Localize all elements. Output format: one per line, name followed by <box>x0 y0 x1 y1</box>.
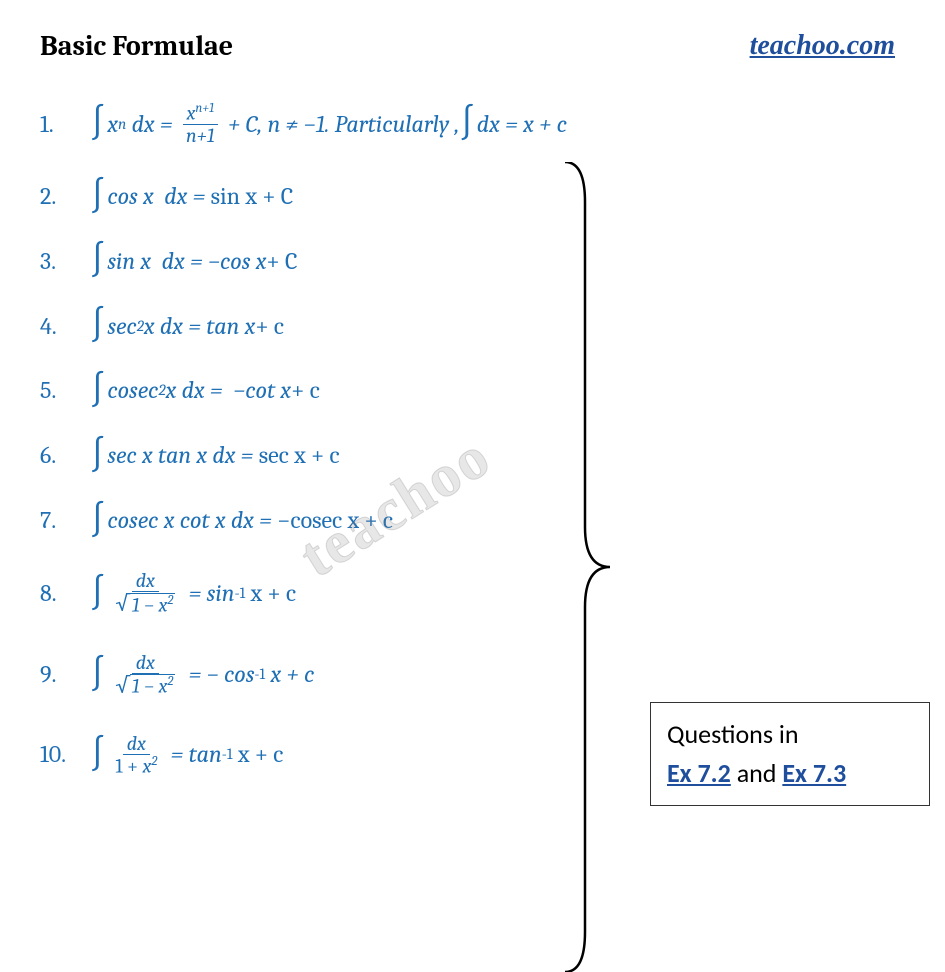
formula-number: 3. <box>40 247 90 275</box>
formula-2: 2. ∫ cos x dx = sin x + C <box>40 182 905 211</box>
formula-body: ∫ sec2 x dx = tan x + c <box>90 311 284 340</box>
formula-number: 7. <box>40 506 90 534</box>
callout-text: Questions in <box>667 718 799 750</box>
formula-body: ∫ sin x dx = −cos x + C <box>90 246 297 275</box>
formula-body: ∫ sec x tan x dx = sec x + c <box>90 441 340 470</box>
formula-body: ∫ cosec2 x dx = −cot x + c <box>90 376 320 405</box>
formula-list: 1. ∫ xn dx = xn+1n+1 + C, n ≠ −1. Partic… <box>40 102 905 776</box>
formula-body: ∫ dx √1 − x2 = − cos-1 x + c <box>90 652 314 697</box>
formula-number: 8. <box>40 579 90 607</box>
formula-4: 4. ∫ sec2 x dx = tan x + c <box>40 311 905 340</box>
header: Basic Formulae teachoo.com <box>40 30 905 62</box>
link-ex-7-3[interactable]: Ex 7.3 <box>782 757 846 789</box>
questions-callout: Questions in Ex 7.2 and Ex 7.3 <box>650 702 930 806</box>
formula-number: 4. <box>40 312 90 340</box>
formula-number: 2. <box>40 182 90 210</box>
formula-number: 6. <box>40 441 90 469</box>
content-area: teachoo 1. ∫ xn dx = xn+1n+1 + C, n ≠ −1… <box>40 102 905 776</box>
formula-body: ∫ dx √1 − x2 = sin-1 x + c <box>90 570 296 615</box>
site-logo[interactable]: teachoo.com <box>750 30 895 62</box>
formula-body: ∫ dx 1 + x2 = tan-1 x + c <box>90 733 283 777</box>
formula-number: 1. <box>40 110 90 138</box>
formula-number: 9. <box>40 660 90 688</box>
formula-5: 5. ∫ cosec2 x dx = −cot x + c <box>40 376 905 405</box>
formula-body: ∫ cos x dx = sin x + C <box>90 182 293 211</box>
page-title: Basic Formulae <box>40 30 233 62</box>
curly-brace-icon <box>555 162 615 972</box>
formula-9: 9. ∫ dx √1 − x2 = − cos-1 x + c <box>40 652 905 697</box>
formula-body: ∫ xn dx = xn+1n+1 + C, n ≠ −1. Particula… <box>90 102 567 146</box>
formula-number: 10. <box>40 740 90 768</box>
link-ex-7-2[interactable]: Ex 7.2 <box>667 757 731 789</box>
formula-3: 3. ∫ sin x dx = −cos x + C <box>40 246 905 275</box>
formula-8: 8. ∫ dx √1 − x2 = sin-1 x + c <box>40 570 905 615</box>
formula-1: 1. ∫ xn dx = xn+1n+1 + C, n ≠ −1. Partic… <box>40 102 905 146</box>
formula-6: 6. ∫ sec x tan x dx = sec x + c <box>40 441 905 470</box>
formula-7: 7. ∫ cosec x cot x dx = −cosec x + c <box>40 506 905 535</box>
callout-and: and <box>731 757 783 789</box>
formula-number: 5. <box>40 376 90 404</box>
formula-body: ∫ cosec x cot x dx = −cosec x + c <box>90 506 393 535</box>
